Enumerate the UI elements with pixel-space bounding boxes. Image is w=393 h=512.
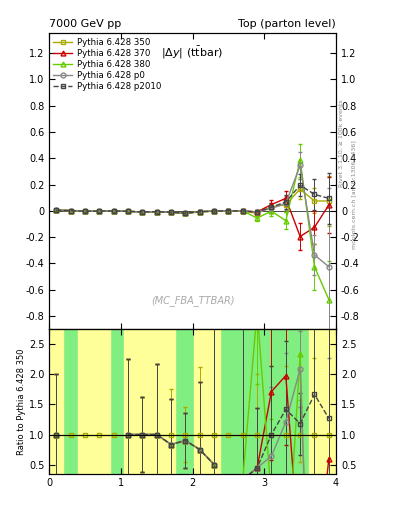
- Text: mcplots.cern.ch [arXiv:1306.3436]: mcplots.cern.ch [arXiv:1306.3436]: [352, 140, 357, 249]
- Text: (MC_FBA_TTBAR): (MC_FBA_TTBAR): [151, 294, 234, 306]
- Bar: [194, 329, 220, 474]
- Bar: [78, 329, 110, 474]
- Y-axis label: Ratio to Pythia 6.428 350: Ratio to Pythia 6.428 350: [17, 348, 26, 455]
- Text: Top (parton level): Top (parton level): [238, 19, 336, 29]
- Text: $|\Delta y|$ (t$\bar{\rm t}$bar): $|\Delta y|$ (t$\bar{\rm t}$bar): [162, 45, 224, 61]
- Bar: [309, 329, 336, 474]
- Text: Rivet 3.1.10, ≥ 100k events: Rivet 3.1.10, ≥ 100k events: [339, 99, 344, 187]
- Legend: Pythia 6.428 350, Pythia 6.428 370, Pythia 6.428 380, Pythia 6.428 p0, Pythia 6.: Pythia 6.428 350, Pythia 6.428 370, Pyth…: [52, 36, 163, 93]
- Bar: [125, 329, 174, 474]
- Text: 7000 GeV pp: 7000 GeV pp: [49, 19, 121, 29]
- Bar: [49, 329, 64, 474]
